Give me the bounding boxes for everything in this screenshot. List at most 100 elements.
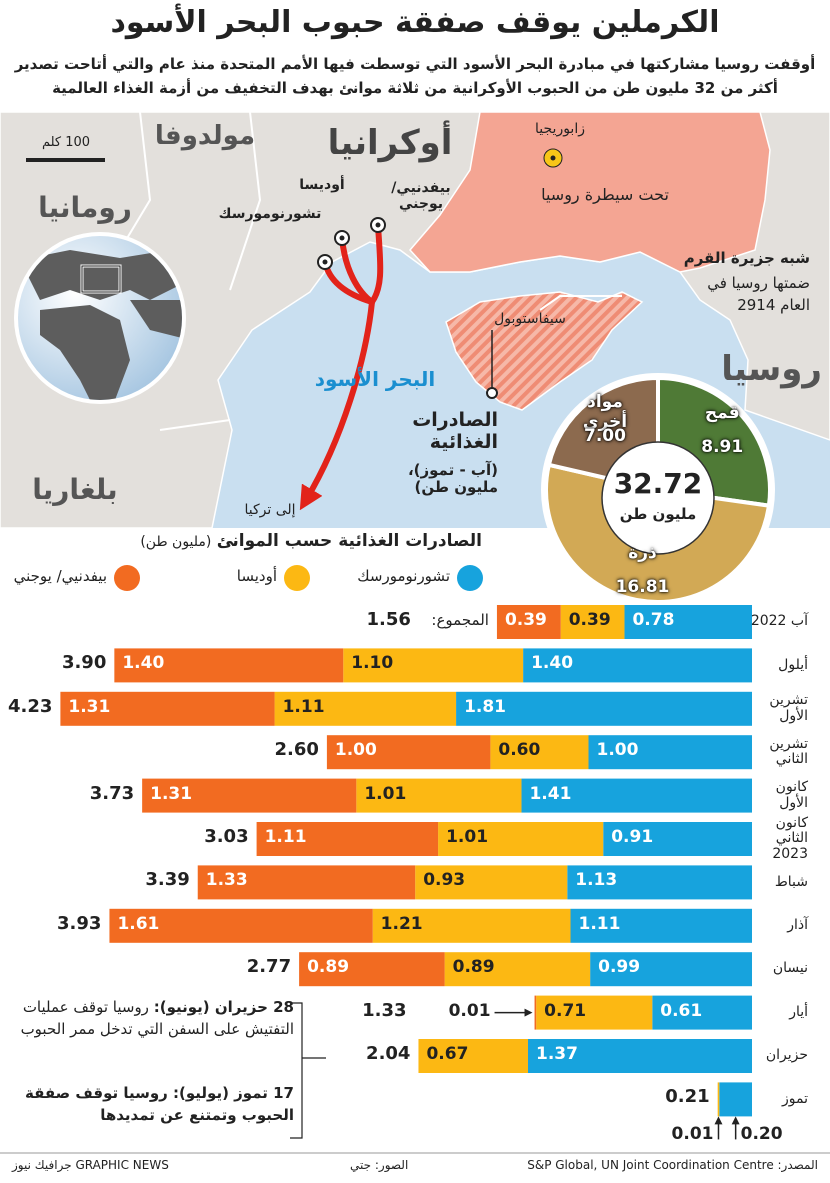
pie-total-unit: مليون طن xyxy=(619,505,697,523)
category-label: شباط xyxy=(774,873,808,890)
pie-value: 8.91 xyxy=(701,437,744,458)
bar-segment xyxy=(343,648,524,683)
value-label: 1.13 xyxy=(575,870,618,891)
pie-label: قمح xyxy=(704,403,740,424)
bar-chart-title: الصادرات الغذائية حسب الموانئ xyxy=(216,531,482,551)
legend-swatch xyxy=(457,565,483,591)
pie-value: 16.81 xyxy=(615,576,670,597)
bar-segment xyxy=(197,865,416,900)
bar-segment xyxy=(560,605,625,639)
map-label: تحت سيطرة روسيا xyxy=(541,185,669,204)
value-label: 1.31 xyxy=(150,783,193,804)
source: المصدر: S&P Global, UN Joint Coordinatio… xyxy=(527,1158,818,1172)
title: الكرملين يوقف صفقة حبوب البحر الأسود xyxy=(110,5,720,40)
value-label: 0.99 xyxy=(598,957,641,978)
port-marker xyxy=(317,217,386,270)
value-label: 1.11 xyxy=(264,827,307,847)
category-label: كانون الثاني 2023 xyxy=(772,814,808,862)
value-label: 1.00 xyxy=(334,740,377,761)
pie-title: الصادرات الغذائية xyxy=(412,409,498,453)
bar-segment xyxy=(719,1082,752,1117)
pie-label: مواد أخرى xyxy=(582,392,628,432)
value-label: 1.33 xyxy=(205,870,248,891)
annotation-text: روسيا توقف عمليات التفتيش على السفن التي… xyxy=(20,998,294,1038)
bar-segment xyxy=(496,605,561,639)
category-label: آذار xyxy=(787,917,808,934)
nuclear-icon xyxy=(550,155,556,161)
total-label: 1.56 xyxy=(366,609,411,630)
leader-line xyxy=(539,295,622,311)
bar-segment xyxy=(274,691,457,726)
bar-segment xyxy=(299,952,445,987)
bar-segment xyxy=(438,822,604,856)
value-label: 0.67 xyxy=(426,1044,469,1064)
value-label: 1.01 xyxy=(364,783,407,804)
value-label: 1.01 xyxy=(446,827,489,847)
map-label: روسيا xyxy=(721,349,822,389)
value-label: 0.20 xyxy=(740,1124,783,1145)
value-label: 0.01 xyxy=(448,1000,491,1021)
annotation: 17 تموز (يوليو): روسيا توقف صفقة الحبوب … xyxy=(12,1082,294,1126)
pie-group xyxy=(541,373,775,607)
category-label: نيسان xyxy=(772,960,808,977)
category-label: حزيران xyxy=(765,1047,808,1064)
bar-segment xyxy=(109,908,373,943)
value-label: 1.81 xyxy=(464,696,507,717)
total-label: 0.21 xyxy=(665,1086,710,1108)
map-label: إلى تركيا xyxy=(244,502,296,518)
bar-segment xyxy=(490,735,589,770)
port-label: أوديسا xyxy=(299,177,345,193)
value-label: 1.11 xyxy=(578,913,621,934)
category-label: تموز xyxy=(782,1090,808,1107)
pie-label: ذرة xyxy=(628,542,657,563)
value-label: 1.40 xyxy=(122,653,165,674)
value-label: 1.37 xyxy=(536,1044,578,1064)
globe-frame xyxy=(81,265,121,293)
legend-swatch xyxy=(284,565,310,591)
map-label: البحر الأسود xyxy=(314,367,436,391)
bar-group xyxy=(60,565,752,1140)
bar-segment xyxy=(142,778,357,813)
value-label: 0.01 xyxy=(671,1124,714,1145)
border xyxy=(119,111,262,431)
credit: GRAPHIC NEWS جرافيك نيوز xyxy=(12,1158,169,1172)
bar-segment xyxy=(415,865,568,900)
crimea xyxy=(445,291,644,411)
value-label: 0.71 xyxy=(544,1000,587,1021)
bar-segment xyxy=(60,691,275,726)
map-label: مولدوفا xyxy=(154,121,256,151)
map-label: بلغاريا xyxy=(32,473,118,506)
value-label: 0.91 xyxy=(611,827,654,847)
total-label: 3.03 xyxy=(204,826,249,847)
bar-segment xyxy=(528,1039,752,1073)
bar-segment xyxy=(444,952,591,987)
value-label: 0.39 xyxy=(504,610,547,630)
subtitle: أوقفت روسيا مشاركتها في مبادرة البحر الأ… xyxy=(14,55,816,97)
bar-segment xyxy=(570,908,752,943)
value-label: 1.10 xyxy=(351,653,394,674)
bar-segment xyxy=(717,1082,720,1117)
total-prefix: المجموع: xyxy=(431,611,489,629)
category-label: آب 2022 xyxy=(750,613,808,630)
map-label: شبه جزيرة القرم xyxy=(683,249,810,267)
total-label: 4.23 xyxy=(7,695,53,717)
bar-segment xyxy=(418,1039,529,1073)
value-label: 1.41 xyxy=(529,783,572,804)
annotation-date: 28 حزيران (يونيو): xyxy=(153,998,294,1016)
total-label: 3.93 xyxy=(57,912,102,934)
map-label: سيفاستوبول xyxy=(494,311,566,327)
bracket xyxy=(290,1002,303,1139)
total-label: 2.60 xyxy=(274,739,319,761)
scale-label: 100 كلم xyxy=(41,135,91,150)
bar-chart-subtitle: (مليون طن) xyxy=(140,534,212,550)
bar-segment xyxy=(588,735,752,770)
map-label: ضمتها روسيا في العام 2914 xyxy=(707,274,810,314)
bar-segment xyxy=(456,691,752,726)
value-label: 0.39 xyxy=(568,610,611,630)
category-label: أيلول xyxy=(778,656,808,673)
map-label: زابوريجيا xyxy=(535,121,585,137)
photo-credit: الصور: جتي xyxy=(350,1158,409,1172)
bar-segment xyxy=(534,995,537,1030)
